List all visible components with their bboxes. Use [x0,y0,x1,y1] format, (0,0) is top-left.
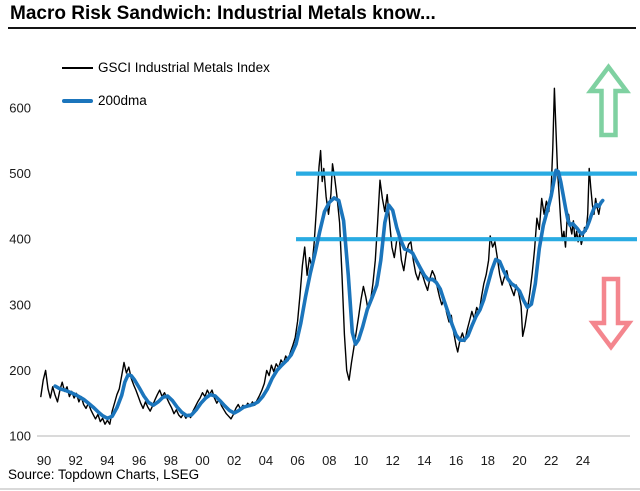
index-line-swatch-icon [62,66,93,69]
svg-text:16: 16 [449,453,463,468]
page-title: Macro Risk Sandwich: Industrial Metals k… [10,3,436,24]
bottom-divider [0,488,640,490]
legend-item-dma: 200dma [62,91,270,110]
svg-text:24: 24 [576,453,590,468]
svg-text:200: 200 [9,363,31,378]
svg-text:600: 600 [9,101,31,116]
index-series-line [40,87,603,425]
dma-series-line [53,168,605,421]
legend-label-index: GSCI Industrial Metals Index [98,60,270,75]
up-arrow-icon [586,63,631,138]
svg-text:02: 02 [227,453,241,468]
title-divider [8,27,636,29]
svg-text:92: 92 [68,453,82,468]
svg-text:00: 00 [195,453,209,468]
svg-text:100: 100 [9,429,31,444]
svg-text:18: 18 [481,453,495,468]
svg-text:90: 90 [37,453,51,468]
legend: GSCI Industrial Metals Index 200dma [62,58,270,124]
svg-text:20: 20 [512,453,526,468]
svg-text:10: 10 [354,453,368,468]
svg-text:04: 04 [259,453,273,468]
svg-text:14: 14 [417,453,431,468]
svg-text:300: 300 [9,297,31,312]
svg-text:12: 12 [385,453,399,468]
legend-label-dma: 200dma [98,93,147,108]
svg-text:22: 22 [544,453,558,468]
dma-line-swatch-icon [62,98,93,103]
down-arrow-icon [588,276,634,351]
legend-item-index: GSCI Industrial Metals Index [62,58,270,77]
svg-text:08: 08 [322,453,336,468]
support-resistance-lines [296,171,637,242]
svg-text:06: 06 [290,453,304,468]
x-axis-labels: 90 92 94 96 98 00 02 04 06 08 10 12 14 16 18 20 22 24 [37,453,590,468]
svg-text:96: 96 [132,453,146,468]
svg-text:500: 500 [9,166,31,181]
svg-text:98: 98 [164,453,178,468]
svg-text:94: 94 [100,453,114,468]
y-axis-labels: 100 200 300 400 500 600 [9,101,31,444]
source-note: Source: Topdown Charts, LSEG [8,467,200,482]
svg-text:400: 400 [9,232,31,247]
